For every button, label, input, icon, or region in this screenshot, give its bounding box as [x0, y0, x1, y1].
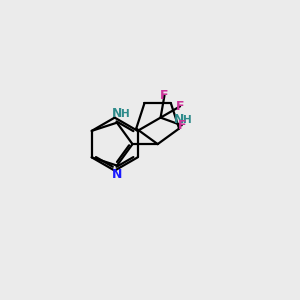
Text: N: N [174, 113, 184, 126]
Text: H: H [183, 115, 192, 125]
Text: F: F [160, 89, 169, 102]
Text: N: N [112, 168, 122, 181]
Text: F: F [176, 100, 184, 113]
Text: F: F [178, 119, 186, 132]
Text: H: H [121, 110, 130, 119]
Text: N: N [112, 107, 122, 120]
